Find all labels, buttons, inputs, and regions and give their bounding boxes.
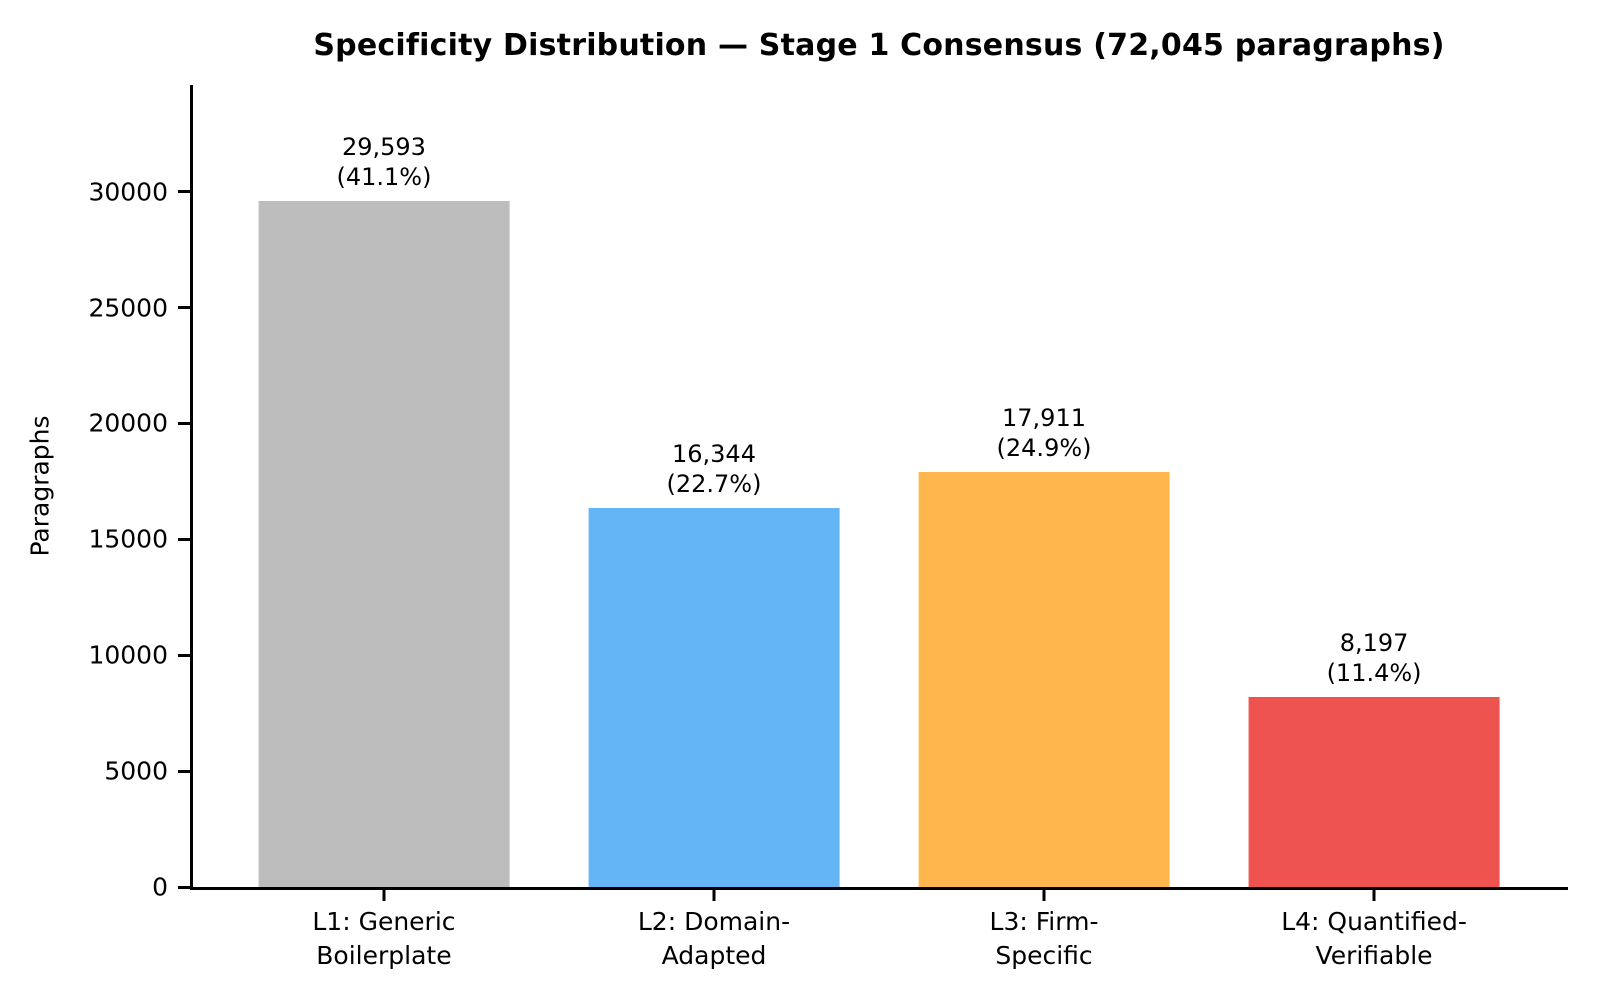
x-tick-mark — [712, 890, 716, 901]
y-axis-label: Paragraphs — [25, 415, 55, 557]
x-label-l1: L1: Generic Boilerplate — [219, 905, 549, 973]
bar-percent-l2: (22.7%) — [666, 470, 762, 499]
y-tick-mark — [178, 190, 190, 194]
bar-l4-quantified-verifiable — [1248, 697, 1500, 887]
plot-area: 0 5000 10000 15000 20000 25000 30000 29,… — [88, 85, 1568, 901]
bar-slot-l1: 29,593 (41.1%) — [219, 85, 549, 887]
bar-percent-l1: (41.1%) — [336, 163, 432, 192]
x-label-l3-line1: L3: Firm- — [989, 907, 1099, 936]
bar-slot-l3: 17,911 (24.9%) — [879, 85, 1209, 887]
bar-l1-generic-boilerplate — [258, 201, 510, 887]
bar-slot-l2: 16,344 (22.7%) — [549, 85, 879, 887]
x-tick-mark — [382, 890, 386, 901]
x-label-l1-line1: L1: Generic — [312, 907, 456, 936]
x-label-l1-line2: Boilerplate — [316, 941, 452, 970]
y-tick-mark — [178, 769, 190, 773]
x-label-l3-line2: Specific — [995, 941, 1093, 970]
y-tick-mark — [178, 537, 190, 541]
y-tick-mark — [178, 421, 190, 425]
x-label-l2-line1: L2: Domain- — [637, 907, 791, 936]
bar-count-l3: 17,911 — [1002, 403, 1086, 432]
bar-l2-domain-adapted — [588, 508, 840, 887]
x-tick-mark — [1042, 890, 1046, 901]
bar-value-label-l3: 17,911 (24.9%) — [997, 403, 1092, 463]
bar-count-l4: 8,197 — [1339, 629, 1409, 658]
bar-count-l1: 29,593 — [341, 133, 426, 162]
y-axis-spine — [190, 85, 193, 887]
bar-slot-l4: 8,197 (11.4%) — [1209, 85, 1539, 887]
x-label-l2-line2: Adapted — [661, 941, 767, 970]
x-label-l4-line2: Verifiable — [1315, 941, 1433, 970]
y-tick-label: 5000 — [104, 756, 168, 786]
x-axis-labels: L1: Generic Boilerplate L2: Domain- Adap… — [219, 905, 1539, 973]
y-tick-mark — [178, 653, 190, 657]
x-label-l2: L2: Domain- Adapted — [549, 905, 879, 973]
bar-count-l2: 16,344 — [671, 440, 756, 469]
x-axis-spine — [190, 887, 1568, 890]
x-label-l3: L3: Firm- Specific — [879, 905, 1209, 973]
chart-title: Specificity Distribution — Stage 1 Conse… — [313, 28, 1445, 63]
x-tick-mark — [1372, 890, 1376, 901]
y-tick-mark — [178, 885, 190, 889]
x-label-l4-line1: L4: Quantified- — [1281, 907, 1467, 936]
y-tick-label: 0 — [152, 872, 168, 902]
x-label-l4: L4: Quantified- Verifiable — [1209, 905, 1539, 973]
y-tick-label: 15000 — [88, 524, 168, 554]
bar-value-label-l1: 29,593 (41.1%) — [336, 132, 431, 192]
bar-l3-firm-specific — [918, 471, 1170, 887]
bar-percent-l4: (11.4%) — [1326, 659, 1422, 688]
bars-area: 29,593 (41.1%) 16,344 (22.7%) 17,911 (24… — [219, 85, 1539, 887]
y-tick-label: 20000 — [88, 408, 168, 438]
bar-percent-l3: (24.9%) — [996, 433, 1092, 462]
y-tick-mark — [178, 306, 190, 310]
bar-value-label-l2: 16,344 (22.7%) — [667, 439, 762, 499]
y-tick-label: 10000 — [88, 640, 168, 670]
y-tick-label: 25000 — [88, 293, 168, 323]
y-tick-label: 30000 — [88, 177, 168, 207]
bar-value-label-l4: 8,197 (11.4%) — [1327, 628, 1422, 688]
